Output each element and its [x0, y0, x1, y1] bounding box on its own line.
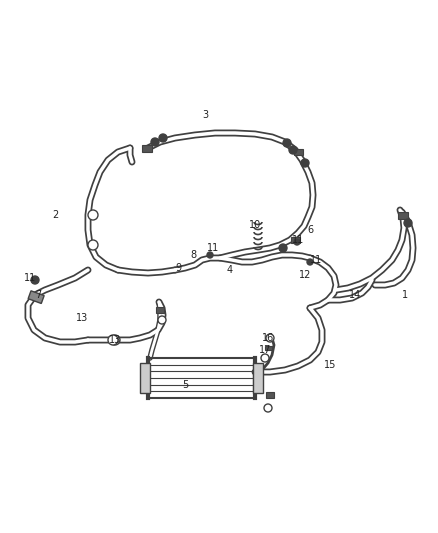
Text: 15: 15	[324, 360, 336, 370]
Text: 11: 11	[207, 243, 219, 253]
Text: 7: 7	[35, 290, 41, 300]
Bar	[398, 212, 408, 219]
Text: 8: 8	[190, 250, 196, 260]
Bar	[290, 237, 300, 243]
Text: 11: 11	[292, 235, 304, 245]
Circle shape	[404, 219, 412, 227]
Text: 2: 2	[52, 210, 58, 220]
Circle shape	[31, 276, 39, 284]
Circle shape	[261, 354, 269, 362]
Circle shape	[283, 139, 291, 147]
Circle shape	[264, 404, 272, 412]
Bar	[28, 291, 44, 303]
Circle shape	[88, 240, 98, 250]
Text: 12: 12	[299, 270, 311, 280]
Bar	[156, 307, 164, 313]
Circle shape	[266, 334, 274, 342]
Circle shape	[110, 335, 120, 345]
Bar	[266, 392, 274, 398]
Text: 10: 10	[249, 220, 261, 230]
Circle shape	[207, 252, 213, 258]
Circle shape	[289, 146, 297, 154]
Text: 13: 13	[109, 335, 121, 345]
Circle shape	[301, 159, 309, 167]
Text: 5: 5	[182, 380, 188, 390]
Circle shape	[294, 239, 300, 245]
Text: 9: 9	[175, 263, 181, 273]
Bar	[265, 345, 272, 351]
Circle shape	[279, 244, 287, 252]
Text: 6: 6	[307, 225, 313, 235]
Bar	[142, 144, 152, 151]
Text: 3: 3	[202, 110, 208, 120]
Text: 1: 1	[402, 290, 408, 300]
Circle shape	[108, 335, 118, 345]
Circle shape	[307, 259, 313, 265]
Text: 16: 16	[262, 333, 274, 343]
Text: 14: 14	[349, 290, 361, 300]
Circle shape	[151, 138, 159, 146]
Text: 11: 11	[24, 273, 36, 283]
Text: 13: 13	[76, 313, 88, 323]
Bar	[293, 149, 303, 155]
Bar	[148, 358, 255, 398]
Text: 17: 17	[259, 345, 271, 355]
Bar	[140, 363, 150, 393]
Circle shape	[158, 316, 166, 324]
Circle shape	[88, 210, 98, 220]
Text: 11: 11	[310, 255, 322, 265]
Bar	[253, 363, 263, 393]
Circle shape	[159, 134, 167, 142]
Text: 4: 4	[227, 265, 233, 275]
